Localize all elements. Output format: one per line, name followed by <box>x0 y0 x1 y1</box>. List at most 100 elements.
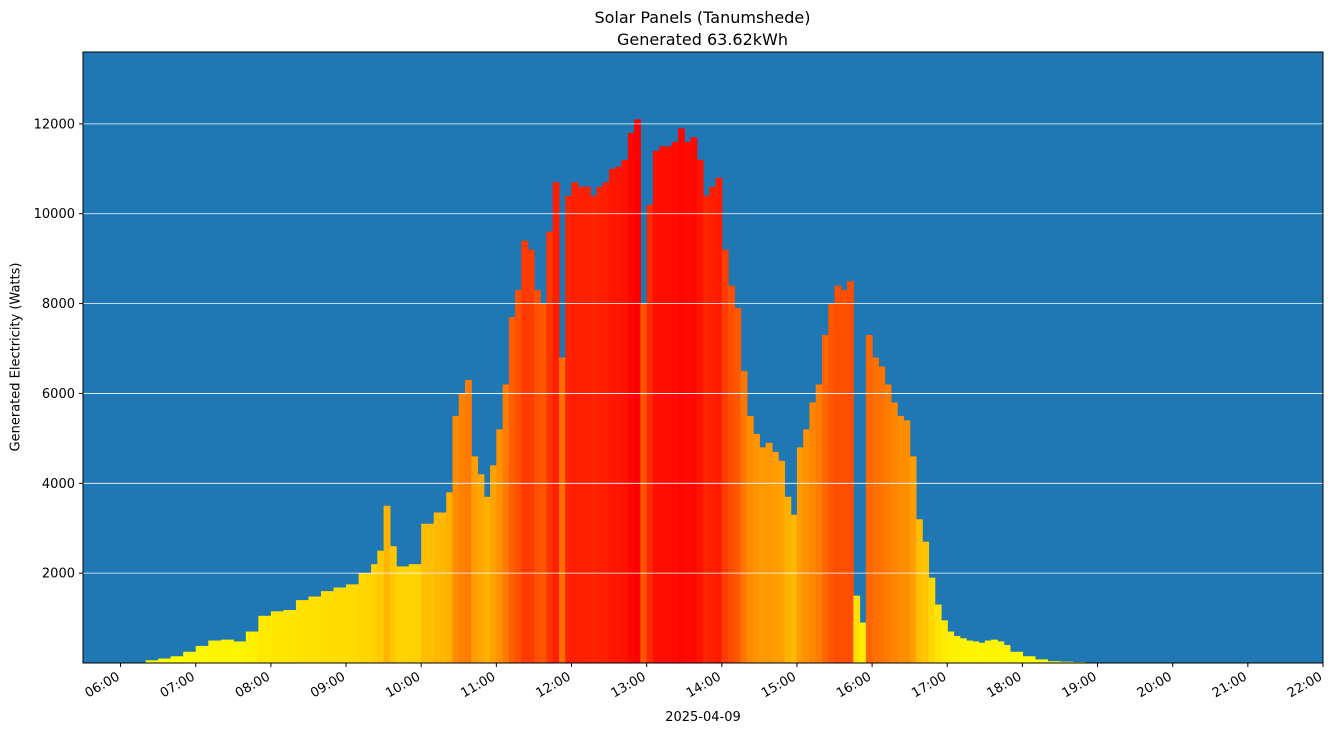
bar <box>809 402 817 663</box>
x-tick-label: 22:00 <box>1285 669 1325 701</box>
bar <box>183 651 197 663</box>
bar <box>897 415 904 663</box>
bar <box>703 195 710 663</box>
bar <box>383 505 391 663</box>
bar <box>634 119 641 663</box>
bar <box>627 132 635 663</box>
bar <box>821 335 829 663</box>
y-tick-label: 10000 <box>34 207 75 222</box>
bar <box>847 281 854 664</box>
y-tick-label: 8000 <box>42 297 75 312</box>
bar <box>602 182 610 664</box>
x-tick-label: 18:00 <box>984 669 1024 701</box>
bar <box>715 177 723 664</box>
bar <box>709 186 717 663</box>
bar <box>922 541 930 663</box>
x-tick-label: 12:00 <box>534 669 574 701</box>
bar <box>377 550 385 663</box>
bar <box>690 137 698 664</box>
bar <box>1003 645 1011 663</box>
bar <box>834 285 842 663</box>
bar <box>496 429 504 663</box>
bar <box>515 290 522 663</box>
bar <box>966 640 973 663</box>
bar <box>465 379 472 663</box>
bar <box>308 596 322 663</box>
y-tick-label: 2000 <box>42 567 75 582</box>
bar <box>746 415 754 663</box>
bar <box>947 631 955 663</box>
x-tick-label: 08:00 <box>233 669 273 701</box>
bar <box>471 456 479 663</box>
bar <box>872 357 879 663</box>
x-axis: 06:00 07:00 08:00 09:00 10:00 11:00 12:00 13:00… <box>83 663 1325 701</box>
bar <box>270 611 285 663</box>
bar <box>258 615 272 663</box>
bar <box>1022 656 1036 663</box>
bar <box>840 290 848 663</box>
bar <box>1009 651 1023 663</box>
bar <box>208 640 222 663</box>
x-tick-label: 21:00 <box>1210 669 1250 701</box>
bar <box>371 564 378 663</box>
bar <box>803 429 811 663</box>
bar <box>890 402 898 663</box>
bar <box>721 249 729 663</box>
y-tick-label: 12000 <box>34 117 75 132</box>
bar <box>765 442 773 663</box>
x-tick-label: 09:00 <box>308 669 348 701</box>
x-tick-label: 16:00 <box>834 669 874 701</box>
bar <box>195 645 209 663</box>
bar <box>433 512 447 663</box>
bar <box>615 166 623 663</box>
bar <box>408 564 422 663</box>
bar <box>771 451 779 663</box>
bar <box>502 384 510 663</box>
bar <box>389 546 397 663</box>
bar <box>346 584 360 663</box>
bar <box>784 496 792 663</box>
bar <box>477 474 485 663</box>
x-tick-label: 14:00 <box>684 669 724 701</box>
bar <box>458 393 466 663</box>
bar <box>796 447 804 663</box>
bar <box>590 195 598 663</box>
bar <box>245 631 259 663</box>
bar <box>659 146 667 664</box>
x-tick-label: 20:00 <box>1135 669 1175 701</box>
bar <box>358 573 372 663</box>
bar <box>997 641 1005 663</box>
bar <box>759 447 767 663</box>
bar <box>552 182 560 664</box>
x-tick-label: 17:00 <box>909 669 949 701</box>
x-tick-label: 10:00 <box>383 669 423 701</box>
bar <box>233 641 247 663</box>
bar <box>446 492 454 663</box>
bar <box>521 240 529 663</box>
chart-subtitle: Generated 63.62kWh <box>617 30 788 49</box>
bar <box>671 141 679 664</box>
y-axis-label: Generated Electricity (Watts) <box>8 262 24 452</box>
bar <box>778 460 786 663</box>
bar <box>865 335 873 663</box>
bar <box>508 317 516 663</box>
bar <box>145 660 159 663</box>
bar <box>402 566 410 663</box>
bar <box>320 591 335 663</box>
bar <box>959 638 967 663</box>
bar <box>527 249 535 663</box>
bar <box>934 604 942 663</box>
bar <box>546 231 554 663</box>
bar <box>878 366 886 663</box>
x-tick-label: 13:00 <box>609 669 649 701</box>
bar <box>909 456 917 663</box>
bar <box>571 182 579 664</box>
bar <box>396 566 403 663</box>
bar <box>853 595 861 663</box>
bar <box>1059 661 1074 663</box>
chart-title: Solar Panels (Tanumshede) <box>594 8 811 27</box>
bar <box>295 600 310 663</box>
bar <box>677 128 685 664</box>
bar <box>490 465 497 663</box>
